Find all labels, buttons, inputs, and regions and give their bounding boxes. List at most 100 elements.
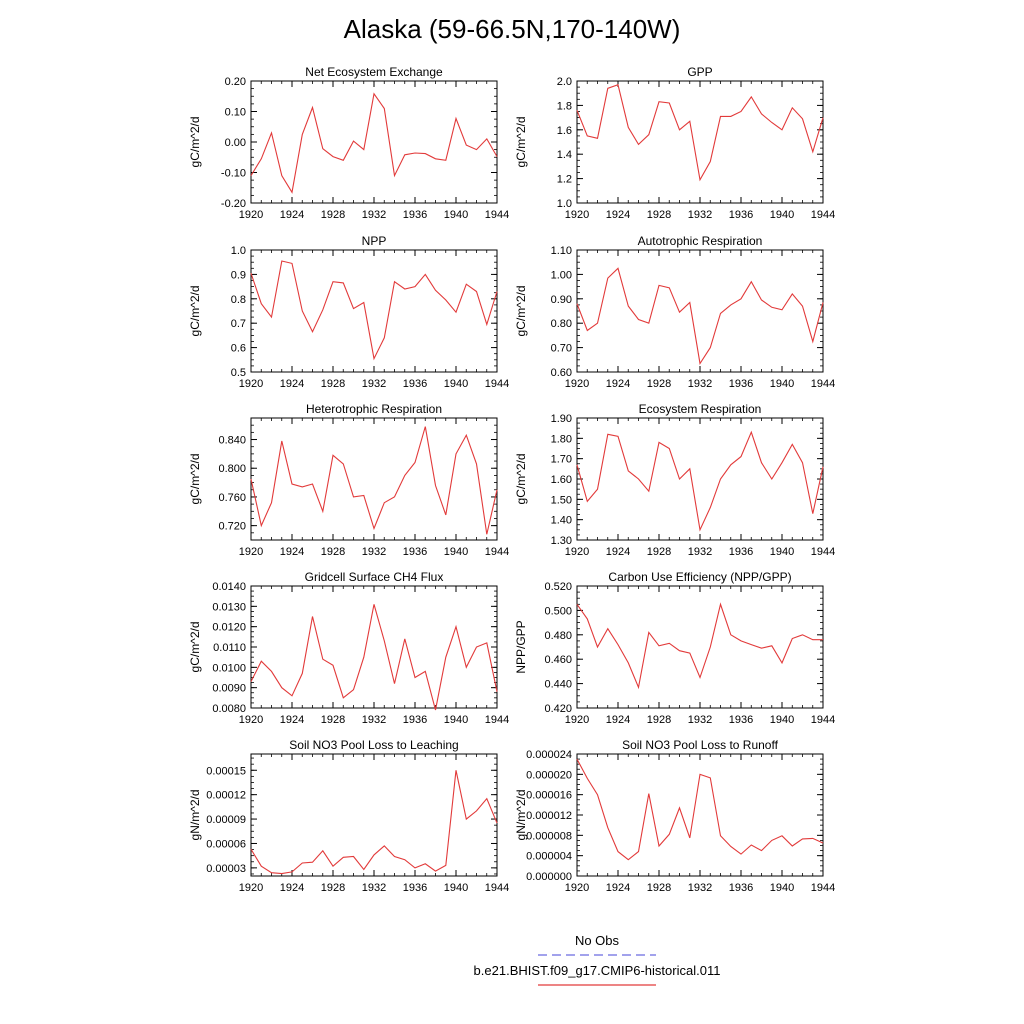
y-tick-label: 0.9: [231, 269, 246, 281]
series-line: [576, 602, 823, 690]
panel-gpp: GPP gC/m^2/d 1920 1924 1928 1932 1936 1940 1944 1…: [514, 65, 835, 221]
panel-title: Gridcell Surface CH4 Flux: [305, 570, 444, 584]
x-tick-label: 1944: [811, 714, 835, 726]
x-tick-label: 1940: [444, 882, 468, 894]
x-tick-label: 1936: [729, 546, 753, 558]
y-tick-label: 0.480: [544, 630, 572, 642]
series-line: [576, 758, 824, 861]
series-line: [250, 426, 498, 535]
x-tick-label: 1936: [403, 209, 427, 221]
x-tick-label: 1928: [321, 882, 345, 894]
x-tick-label: 1944: [485, 714, 509, 726]
panel-ecosystem-respiration: Ecosystem Respiration gC/m^2/d 1920 1924 192…: [514, 402, 835, 558]
x-tick-label: 1924: [606, 209, 630, 221]
y-axis-label: gC/m^2/d: [514, 286, 528, 337]
y-tick-label: 0.00006: [206, 838, 246, 850]
plot-frame: [250, 417, 498, 541]
y-tick-label: 0.000004: [526, 851, 572, 863]
y-tick-label: 0.000012: [526, 810, 572, 822]
x-tick-label: 1924: [280, 714, 304, 726]
y-tick-label: 0.6: [231, 343, 246, 355]
y-tick-label: 0.520: [544, 581, 572, 593]
y-tick-label: 0.00012: [206, 790, 246, 802]
x-tick-label: 1936: [729, 209, 753, 221]
y-tick-label: -0.20: [221, 198, 246, 210]
y-tick-label: 1.40: [551, 515, 572, 527]
panel-title: Carbon Use Efficiency (NPP/GPP): [608, 570, 791, 584]
y-axis-label: gN/m^2/d: [188, 790, 202, 841]
x-tick-label: 1944: [485, 378, 509, 390]
x-tick-label: 1928: [321, 714, 345, 726]
y-tick-label: 0.0100: [212, 662, 246, 674]
panel-carbon-use-efficiency-npp-gpp: Carbon Use Efficiency (NPP/GPP) NPP/GPP 19…: [514, 570, 835, 726]
panel-title: GPP: [687, 65, 712, 79]
y-tick-label: 0.800: [218, 463, 246, 475]
legend-label-no-obs: No Obs: [575, 933, 620, 948]
y-tick-label: 0.7: [231, 318, 246, 330]
x-tick-label: 1920: [239, 209, 263, 221]
x-tick-label: 1924: [280, 378, 304, 390]
x-tick-label: 1920: [239, 714, 263, 726]
x-tick-label: 1940: [770, 882, 794, 894]
x-tick-label: 1932: [688, 378, 712, 390]
x-tick-label: 1944: [485, 882, 509, 894]
panel-title: Heterotrophic Respiration: [306, 402, 442, 416]
x-tick-label: 1928: [647, 546, 671, 558]
series-line: [576, 83, 824, 182]
panel-title: Ecosystem Respiration: [639, 402, 762, 416]
y-tick-label: 0.760: [218, 492, 246, 504]
y-tick-label: 0.00: [225, 137, 246, 149]
y-axis-label: gN/m^2/d: [514, 790, 528, 841]
x-tick-label: 1936: [729, 378, 753, 390]
y-tick-label: 0.00009: [206, 814, 246, 826]
panel-heterotrophic-respiration: Heterotrophic Respiration gC/m^2/d 1920 192…: [188, 402, 509, 558]
y-tick-label: 1.0: [557, 198, 572, 210]
y-axis-label: gC/m^2/d: [188, 622, 202, 673]
x-tick-label: 1932: [362, 714, 386, 726]
plot-frame: [576, 249, 824, 373]
y-tick-label: 0.10: [225, 107, 246, 119]
y-tick-label: 0.0080: [212, 703, 246, 715]
y-tick-label: 0.000008: [526, 830, 572, 842]
x-tick-label: 1940: [770, 378, 794, 390]
panel-net-ecosystem-exchange: Net Ecosystem Exchange gC/m^2/d 1920 1924 19…: [188, 65, 509, 221]
series-line: [576, 430, 824, 532]
x-tick-label: 1944: [485, 209, 509, 221]
y-tick-label: 1.8: [557, 100, 572, 112]
y-tick-label: 0.000020: [526, 769, 572, 781]
x-tick-label: 1920: [565, 378, 589, 390]
x-tick-label: 1928: [321, 209, 345, 221]
y-tick-label: 1.30: [551, 535, 572, 547]
y-axis-label: NPP/GPP: [514, 620, 528, 673]
y-tick-label: 0.440: [544, 679, 572, 691]
x-tick-label: 1940: [770, 714, 794, 726]
panel-title: Net Ecosystem Exchange: [305, 65, 443, 79]
y-tick-label: 0.90: [551, 294, 572, 306]
x-tick-label: 1924: [606, 882, 630, 894]
y-tick-label: 0.00015: [206, 765, 246, 777]
y-tick-label: 1.90: [551, 413, 572, 425]
y-tick-label: 0.0130: [212, 601, 246, 613]
x-tick-label: 1928: [321, 546, 345, 558]
panels: Net Ecosystem Exchange gC/m^2/d 1920 1924 19…: [188, 65, 835, 894]
panel-title: NPP: [362, 234, 387, 248]
y-tick-label: 1.4: [557, 149, 572, 161]
y-tick-label: 1.60: [551, 474, 572, 486]
x-tick-label: 1928: [647, 209, 671, 221]
plot-frame: [576, 585, 824, 709]
plot-frame: [576, 417, 824, 541]
panel-title: Soil NO3 Pool Loss to Runoff: [622, 738, 779, 752]
y-tick-label: -0.10: [221, 168, 246, 180]
y-tick-label: 0.0140: [212, 581, 246, 593]
x-tick-label: 1928: [321, 378, 345, 390]
x-tick-label: 1940: [770, 209, 794, 221]
x-tick-label: 1944: [811, 546, 835, 558]
series-line: [250, 260, 498, 361]
panel-title: Autotrophic Respiration: [638, 234, 763, 248]
x-tick-label: 1920: [565, 546, 589, 558]
y-tick-label: 0.000000: [526, 871, 572, 883]
x-tick-label: 1924: [606, 378, 630, 390]
x-tick-label: 1932: [362, 546, 386, 558]
y-tick-label: 0.0110: [213, 642, 246, 654]
y-tick-label: 1.6: [557, 125, 572, 137]
